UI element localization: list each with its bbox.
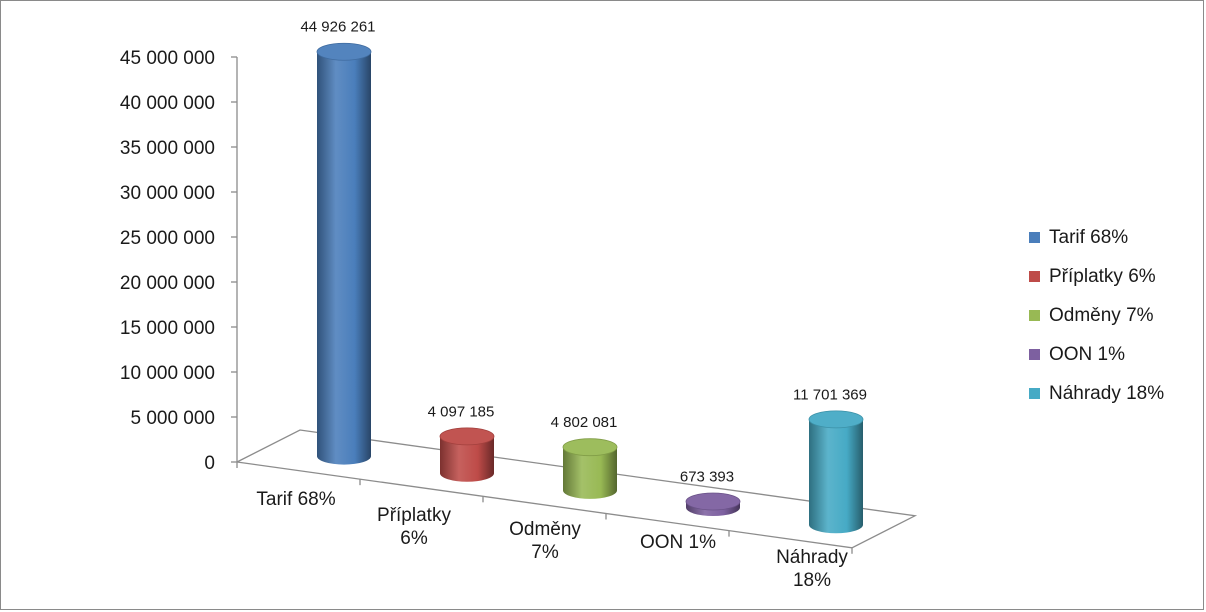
bar-3 [562,438,618,499]
x-category-label: Náhrady 18% [776,547,848,591]
floor-plane [236,429,918,549]
cylinder-top [685,492,741,511]
x-category-label: Příplatky 6% [377,505,451,549]
y-tick-label: 20 000 000 [120,273,215,294]
cylinder-top [316,42,372,61]
x-category-label: OON 1% [640,532,716,553]
y-tick-label: 10 000 000 [120,363,215,384]
y-tick-label: 40 000 000 [120,93,215,114]
legend-swatch [1029,232,1040,243]
legend-swatch [1029,271,1040,282]
cylinder-body [440,436,494,482]
data-label: 11 701 369 [793,386,867,403]
data-label: 44 926 261 [300,19,375,36]
cylinder-top [562,438,618,457]
cylinder-top [808,410,864,429]
data-label: 4 802 081 [551,414,618,431]
bar-5 [808,410,864,534]
y-tick-label: 15 000 000 [120,318,215,339]
y-tick-label: 35 000 000 [120,138,215,159]
x-category-label: Tarif 68% [256,489,335,510]
y-tick-label: 30 000 000 [120,183,215,204]
data-label: 673 393 [680,468,734,485]
y-tick-label: 0 [204,453,215,474]
x-category-label: Odměny 7% [509,519,581,563]
bar-1 [316,42,372,465]
legend-label: OON 1% [1049,344,1125,365]
legend-label: Tarif 68% [1049,227,1128,248]
legend-label: Náhrady 18% [1049,383,1164,404]
y-tick-label: 45 000 000 [120,48,215,69]
cylinder-body [317,51,371,465]
bar-4 [685,492,741,517]
y-tick-label: 25 000 000 [120,228,215,249]
y-tick-label: 5 000 000 [130,408,215,429]
legend: Tarif 68% Příplatky 6% Odměny 7% OON 1% Náhr… [1029,227,1164,404]
legend-swatch [1029,388,1040,399]
legend-label: Příplatky 6% [1049,266,1156,287]
bar-2 [439,427,495,482]
legend-swatch [1029,310,1040,321]
legend-label: Odměny 7% [1049,305,1154,326]
cylinder-top [439,427,495,446]
legend-swatch [1029,349,1040,360]
cylinder-body [563,447,617,499]
cylinder-body [809,419,863,534]
data-label: 4 097 185 [428,403,495,420]
